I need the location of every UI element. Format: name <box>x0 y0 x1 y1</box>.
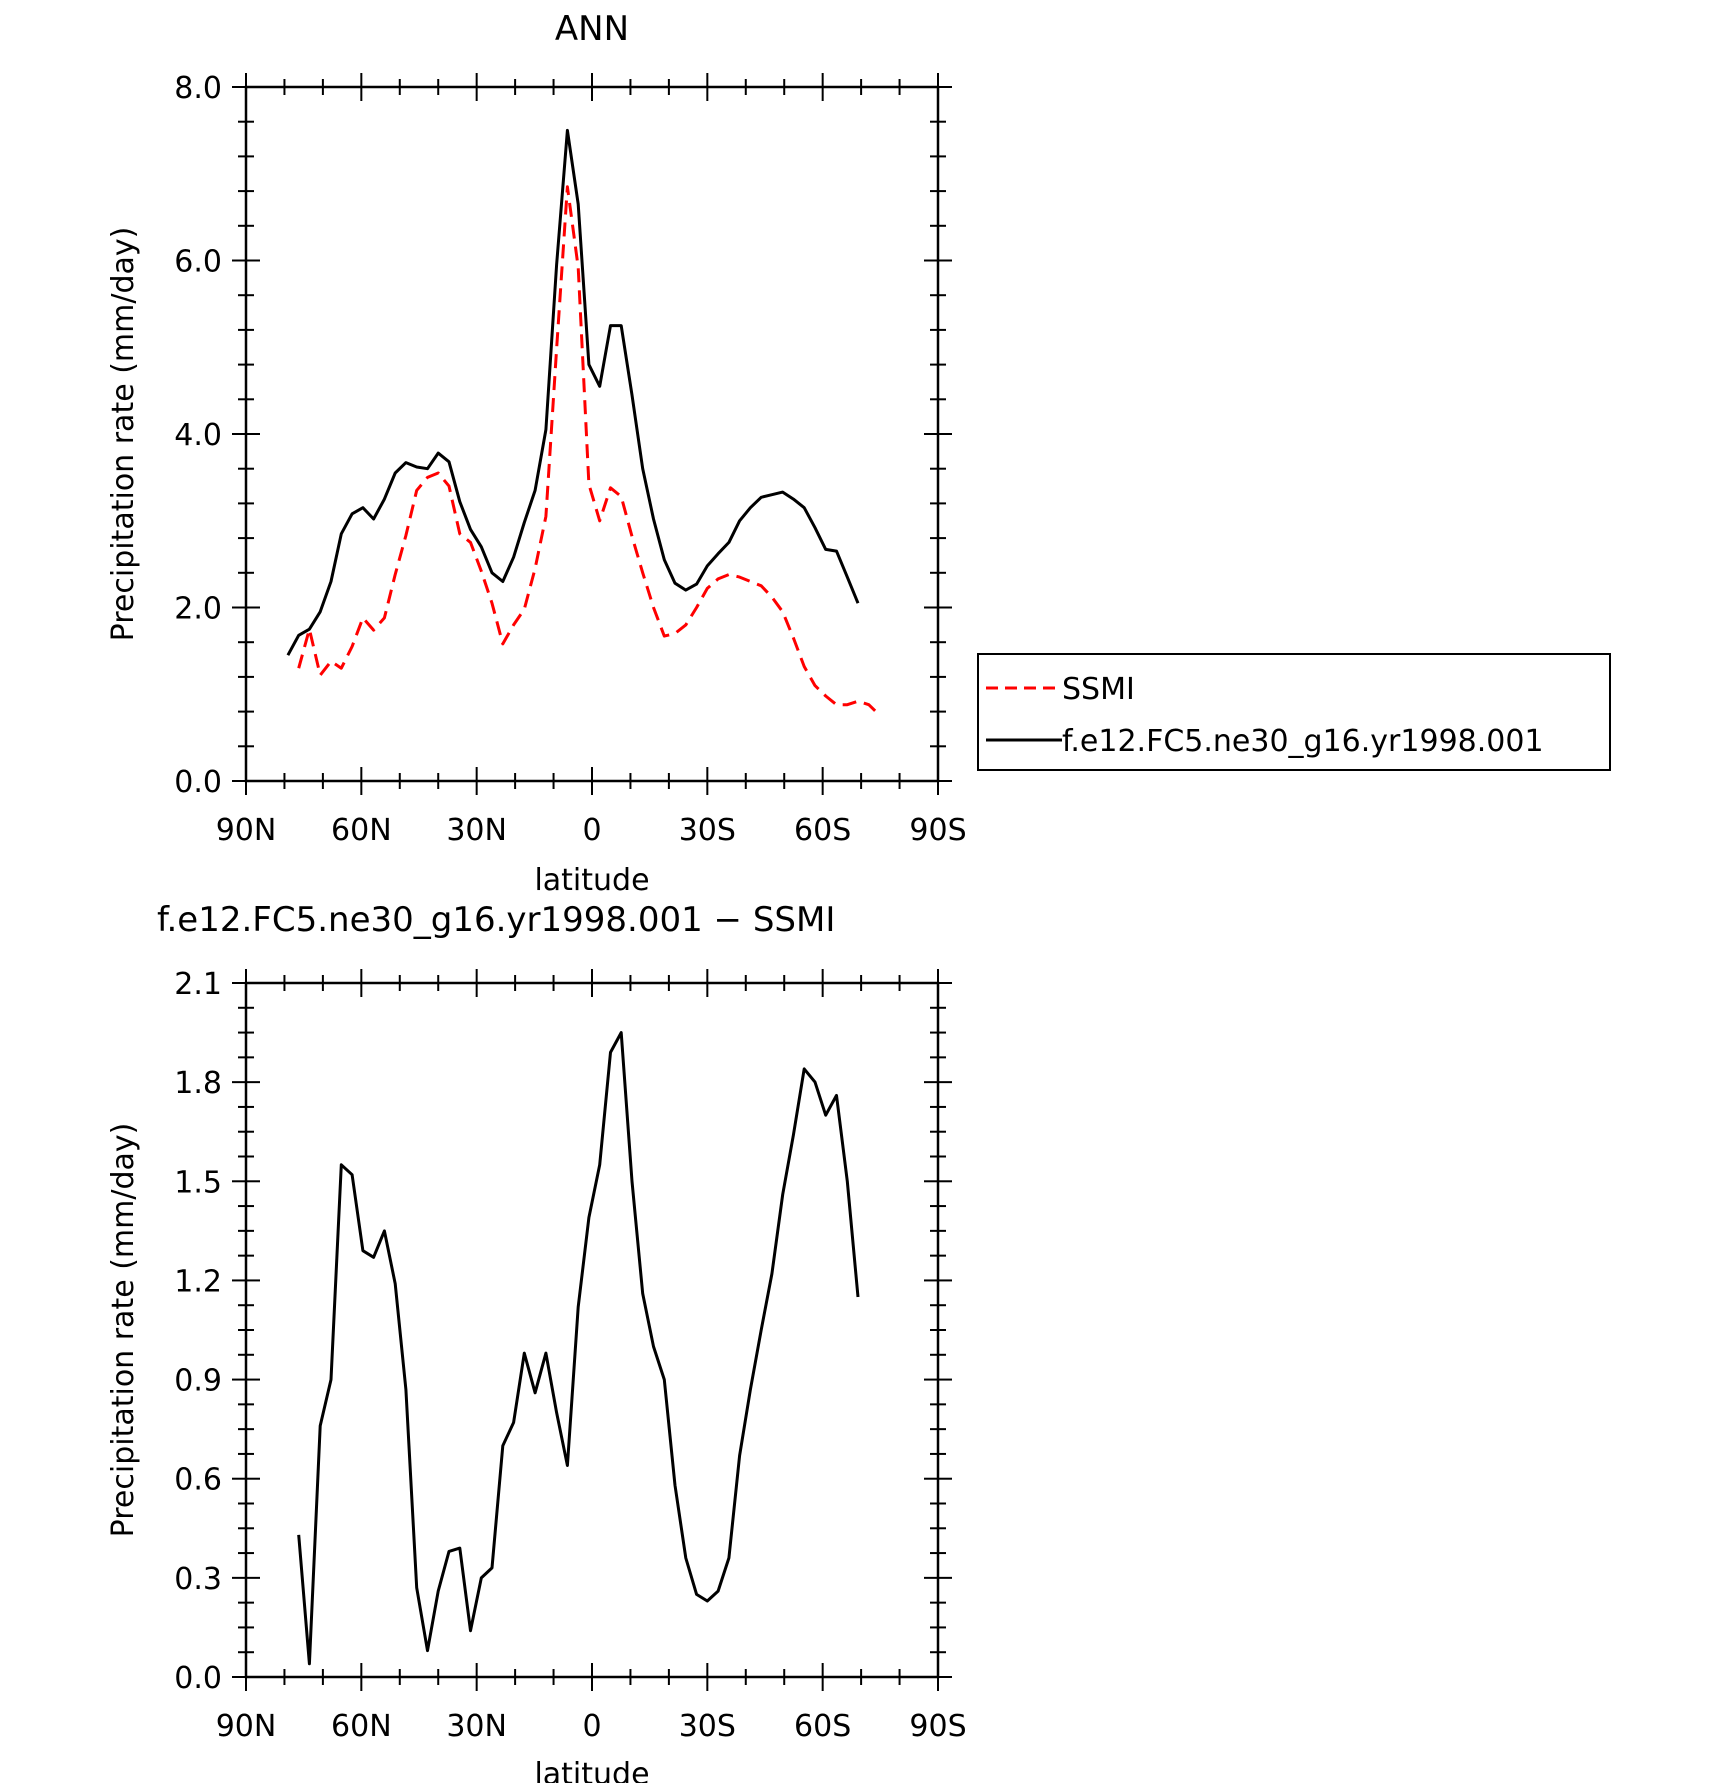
series-group <box>286 128 881 717</box>
y-tick-label: 6.0 <box>174 245 222 280</box>
legend-label-model: f.e12.FC5.ne30_g16.yr1998.001 <box>1062 724 1544 759</box>
y-tick-label: 2.0 <box>174 592 222 627</box>
y-tick-label: 1.2 <box>174 1264 222 1299</box>
top-chart-panel: ANN 90N 60N 30N 0 30S 60S 90S 0.0 2.0 4.0 6.0 8.0 l… <box>106 9 1611 898</box>
y-tick-label: 0.0 <box>174 765 222 800</box>
plot-frame <box>244 981 940 1679</box>
y-tick-label: 8.0 <box>174 71 222 106</box>
series-line-difference <box>297 1031 860 1666</box>
chart-title: ANN <box>555 9 629 49</box>
y-axis-title: Precipitation rate (mm/day) <box>106 227 141 642</box>
y-tick-label: 4.0 <box>174 418 222 453</box>
x-tick-label: 0 <box>582 1709 601 1744</box>
axes: 90N 60N 30N 0 30S 60S 90S 0.0 2.0 4.0 6.0 8.0 <box>174 71 966 848</box>
x-tick-label: 30S <box>679 813 736 848</box>
x-tick-label: 60S <box>794 1709 851 1744</box>
x-tick-label: 90S <box>909 1709 966 1744</box>
x-axis-title: latitude <box>534 1757 649 1783</box>
x-tick-label: 90N <box>216 813 277 848</box>
y-tick-label: 0.0 <box>174 1661 222 1696</box>
chart-title: f.e12.FC5.ne30_g16.yr1998.001 − SSMI <box>157 900 835 940</box>
y-axis-title: Precipitation rate (mm/day) <box>106 1123 141 1538</box>
x-tick-label: 90N <box>216 1709 277 1744</box>
x-tick-label: 60S <box>794 813 851 848</box>
legend-label-ssmi: SSMI <box>1062 672 1135 707</box>
x-tick-label: 30N <box>446 1709 507 1744</box>
plot-frame <box>244 85 940 783</box>
x-axis-title: latitude <box>534 863 649 898</box>
y-tick-label: 2.1 <box>174 967 222 1002</box>
legend-box <box>977 653 1611 771</box>
series-line-ssmi <box>297 185 881 717</box>
y-tick-label: 1.5 <box>174 1165 222 1200</box>
x-tick-label: 60N <box>331 1709 392 1744</box>
x-tick-label: 0 <box>582 813 601 848</box>
legend: SSMI f.e12.FC5.ne30_g16.yr1998.001 <box>977 653 1611 771</box>
y-tick-label: 0.6 <box>174 1463 222 1498</box>
x-tick-label: 90S <box>909 813 966 848</box>
y-tick-label: 0.9 <box>174 1364 222 1399</box>
bottom-chart-panel: f.e12.FC5.ne30_g16.yr1998.001 − SSMI 90N… <box>106 900 967 1783</box>
y-tick-label: 1.8 <box>174 1066 222 1101</box>
series-group <box>297 1031 860 1666</box>
x-tick-label: 30S <box>679 1709 736 1744</box>
x-tick-label: 30N <box>446 813 507 848</box>
y-tick-label: 0.3 <box>174 1562 222 1597</box>
axes: 90N 60N 30N 0 30S 60S 90S 0.0 0.3 0.6 0.9 1.2 1.5 1.8… <box>174 967 966 1744</box>
series-line-model <box>286 128 860 656</box>
x-tick-label: 60N <box>331 813 392 848</box>
